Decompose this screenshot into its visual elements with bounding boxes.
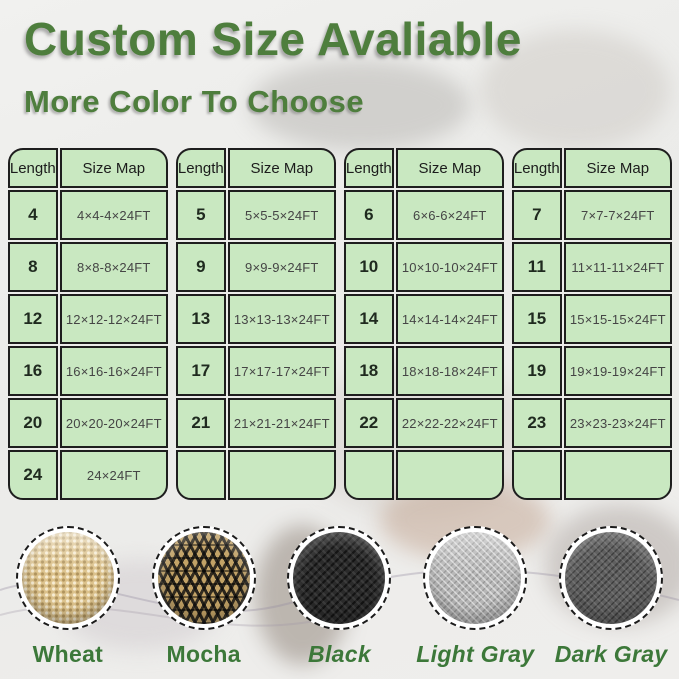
size-map-column-header: Size Map	[227, 148, 336, 188]
mocha-fabric-texture	[157, 532, 250, 624]
length-cell: 23	[512, 398, 562, 448]
length-cell: 10	[344, 242, 394, 292]
length-cell: 9	[176, 242, 226, 292]
length-cell: 5	[176, 190, 226, 240]
length-cell: 11	[512, 242, 562, 292]
length-cell: 21	[176, 398, 226, 448]
swatch-label-wheat: Wheat	[32, 641, 104, 667]
length-cell: 22	[344, 398, 394, 448]
swatch-label-lightgray: Light Gray	[416, 641, 535, 667]
size-map-cell: 20×20-20×24FT	[59, 398, 168, 448]
size-tables: Length Size Map 4 4×4-4×24FT 8 8×8-8×24FT 12 12…	[8, 148, 672, 500]
length-column-header: Length	[8, 148, 58, 188]
size-map-cell: 17×17-17×24FT	[227, 346, 336, 396]
size-map-cell: 11×11-11×24FT	[563, 242, 672, 292]
page-title: Custom Size Avaliable	[24, 13, 522, 65]
size-map-cell: 5×5-5×24FT	[227, 190, 336, 240]
size-map-cell: 4×4-4×24FT	[59, 190, 168, 240]
size-map-cell: 16×16-16×24FT	[59, 346, 168, 396]
swatch-mocha: Mocha	[136, 526, 272, 668]
size-map-cell	[395, 450, 504, 500]
page-subtitle: More Color To Choose	[24, 84, 365, 119]
size-table-2: Length Size Map 5 5×5-5×24FT 9 9×9-9×24FT 13 13…	[176, 148, 336, 500]
length-cell: 8	[8, 242, 58, 292]
size-table-3: Length Size Map 6 6×6-6×24FT 10 10×10-10×24FT…	[344, 148, 504, 500]
size-map-cell: 10×10-10×24FT	[395, 242, 504, 292]
length-cell	[344, 450, 394, 500]
length-cell: 13	[176, 294, 226, 344]
length-column-header: Length	[176, 148, 226, 188]
length-cell	[512, 450, 562, 500]
swatch-black: Black	[272, 526, 408, 668]
length-cell: 4	[8, 190, 58, 240]
size-map-column-header: Size Map	[563, 148, 672, 188]
length-cell: 17	[176, 346, 226, 396]
darkgray-fabric-texture	[565, 532, 658, 624]
length-cell: 12	[8, 294, 58, 344]
wheat-fabric-circle	[15, 526, 120, 630]
size-map-column-header: Size Map	[395, 148, 504, 188]
lightgray-fabric-texture	[429, 532, 522, 624]
length-cell: 18	[344, 346, 394, 396]
darkgray-fabric-circle	[559, 526, 664, 630]
length-cell: 19	[512, 346, 562, 396]
size-table-4: Length Size Map 7 7×7-7×24FT 11 11×11-11×24FT…	[512, 148, 672, 500]
wheat-fabric-texture	[21, 532, 114, 624]
length-cell: 16	[8, 346, 58, 396]
swatch-label-mocha: Mocha	[166, 641, 241, 667]
length-cell	[176, 450, 226, 500]
size-map-cell: 9×9-9×24FT	[227, 242, 336, 292]
size-map-cell: 13×13-13×24FT	[227, 294, 336, 344]
length-cell: 20	[8, 398, 58, 448]
black-fabric-texture	[293, 532, 386, 624]
size-map-cell	[227, 450, 336, 500]
size-map-cell	[563, 450, 672, 500]
size-map-cell: 18×18-18×24FT	[395, 346, 504, 396]
size-map-cell: 14×14-14×24FT	[395, 294, 504, 344]
length-cell: 6	[344, 190, 394, 240]
lightgray-fabric-circle	[423, 526, 528, 630]
size-map-cell: 19×19-19×24FT	[563, 346, 672, 396]
size-map-cell: 21×21-21×24FT	[227, 398, 336, 448]
size-map-cell: 23×23-23×24FT	[563, 398, 672, 448]
length-column-header: Length	[512, 148, 562, 188]
length-cell: 15	[512, 294, 562, 344]
black-fabric-circle	[287, 526, 392, 630]
swatch-lightgray: Light Gray	[407, 526, 543, 668]
swatch-wheat: Wheat	[0, 526, 136, 668]
size-map-cell: 7×7-7×24FT	[563, 190, 672, 240]
size-map-cell: 24×24FT	[59, 450, 168, 500]
size-map-cell: 22×22-22×24FT	[395, 398, 504, 448]
size-map-column-header: Size Map	[59, 148, 168, 188]
swatch-label-darkgray: Dark Gray	[554, 641, 668, 667]
color-swatches: Wheat Mocha Black Light Gray Dark Gray	[0, 526, 679, 668]
size-table-1: Length Size Map 4 4×4-4×24FT 8 8×8-8×24FT 12 12…	[8, 148, 168, 500]
swatch-label-black: Black	[308, 641, 371, 667]
length-cell: 14	[344, 294, 394, 344]
swatch-darkgray: Dark Gray	[543, 526, 679, 668]
size-map-cell: 12×12-12×24FT	[59, 294, 168, 344]
length-cell: 7	[512, 190, 562, 240]
size-map-cell: 15×15-15×24FT	[563, 294, 672, 344]
length-cell: 24	[8, 450, 58, 500]
size-map-cell: 8×8-8×24FT	[59, 242, 168, 292]
mocha-fabric-circle	[151, 526, 256, 630]
length-column-header: Length	[344, 148, 394, 188]
size-map-cell: 6×6-6×24FT	[395, 190, 504, 240]
